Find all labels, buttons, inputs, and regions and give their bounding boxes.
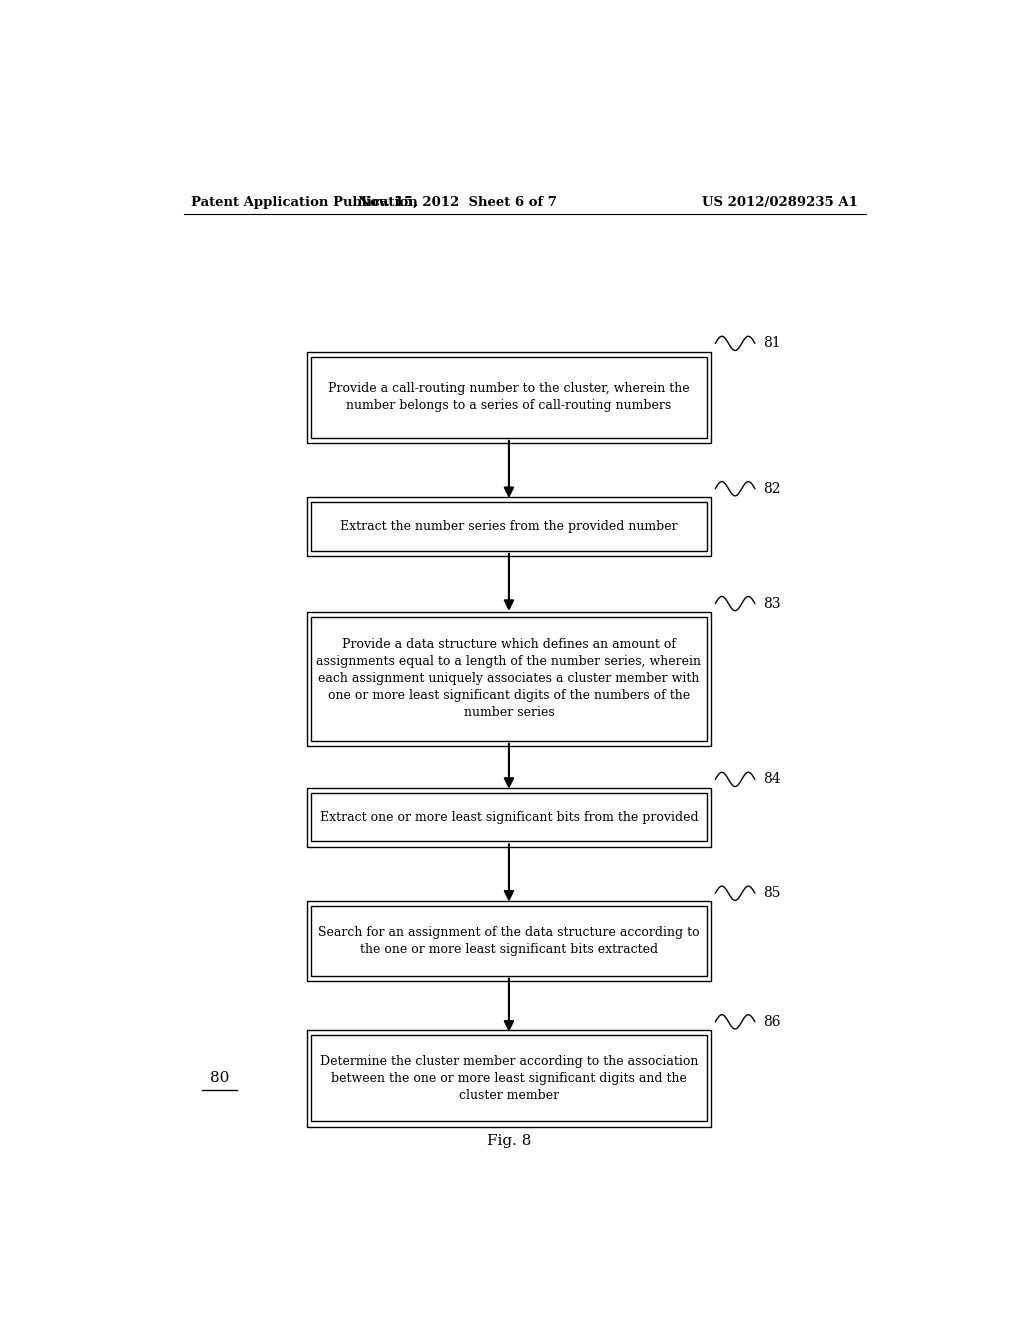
Text: Search for an assignment of the data structure according to
the one or more leas: Search for an assignment of the data str… — [318, 927, 699, 956]
Text: Nov. 15, 2012  Sheet 6 of 7: Nov. 15, 2012 Sheet 6 of 7 — [358, 195, 557, 209]
Text: Extract the number series from the provided number: Extract the number series from the provi… — [340, 520, 678, 533]
FancyBboxPatch shape — [310, 356, 708, 438]
Text: US 2012/0289235 A1: US 2012/0289235 A1 — [702, 195, 858, 209]
FancyBboxPatch shape — [310, 907, 708, 975]
Text: 82: 82 — [763, 482, 780, 496]
Text: 86: 86 — [763, 1015, 780, 1028]
Text: 84: 84 — [763, 772, 780, 787]
Text: Patent Application Publication: Patent Application Publication — [191, 195, 418, 209]
Text: 85: 85 — [763, 886, 780, 900]
FancyBboxPatch shape — [306, 496, 712, 556]
FancyBboxPatch shape — [310, 1035, 708, 1122]
Text: Provide a call-routing number to the cluster, wherein the
number belongs to a se: Provide a call-routing number to the clu… — [328, 383, 690, 412]
FancyBboxPatch shape — [310, 502, 708, 550]
FancyBboxPatch shape — [306, 611, 712, 746]
FancyBboxPatch shape — [306, 902, 712, 981]
FancyBboxPatch shape — [306, 351, 712, 444]
Text: 81: 81 — [763, 337, 780, 350]
FancyBboxPatch shape — [310, 616, 708, 741]
FancyBboxPatch shape — [306, 788, 712, 846]
Text: Extract one or more least significant bits from the provided: Extract one or more least significant bi… — [319, 810, 698, 824]
Text: Provide a data structure which defines an amount of
assignments equal to a lengt: Provide a data structure which defines a… — [316, 639, 701, 719]
FancyBboxPatch shape — [306, 1030, 712, 1126]
Text: Determine the cluster member according to the association
between the one or mor: Determine the cluster member according t… — [319, 1055, 698, 1102]
FancyBboxPatch shape — [310, 792, 708, 841]
Text: Fig. 8: Fig. 8 — [486, 1134, 531, 1148]
Text: 83: 83 — [763, 597, 780, 611]
Text: 80: 80 — [210, 1072, 229, 1085]
